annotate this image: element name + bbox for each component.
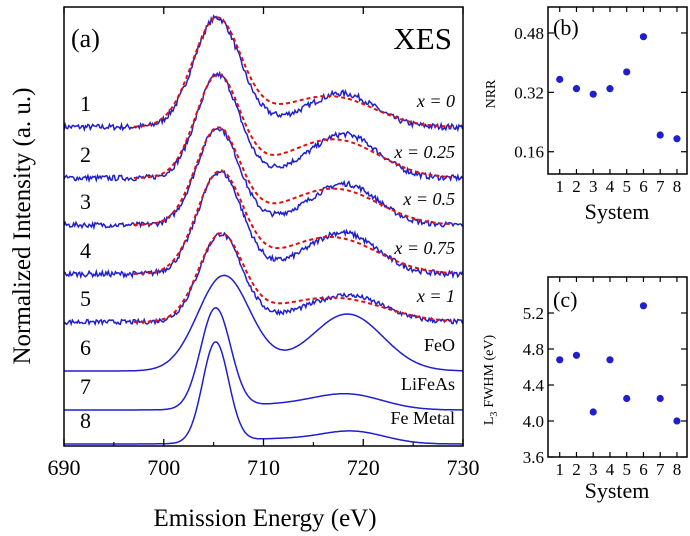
fit-line <box>133 169 452 275</box>
data-point <box>623 68 631 76</box>
ylabel-c-main: L <box>482 417 497 426</box>
x-tick-label: 5 <box>622 177 631 196</box>
data-point <box>606 85 614 93</box>
data-point <box>673 135 681 143</box>
data-point <box>556 356 564 364</box>
y-tick-label: 0.48 <box>514 24 544 43</box>
data-point <box>623 394 631 403</box>
curve-number: 2 <box>80 142 91 167</box>
x-tick-label: 6 <box>639 460 648 479</box>
panel-label-b: (b) <box>553 15 579 40</box>
panel-label-c: (c) <box>553 287 577 312</box>
curve-number: 1 <box>80 91 91 116</box>
curve-label: FeO <box>424 335 455 355</box>
x-tick-label: 7 <box>656 460 665 479</box>
x-tick-label-a: 710 <box>247 455 280 480</box>
data-point <box>656 394 664 403</box>
fit-line <box>133 73 452 179</box>
x-tick-label-a: 700 <box>147 455 180 480</box>
x-tick-label-a: 690 <box>48 455 81 480</box>
ylabel-c-rest: FWHM (eV) <box>482 335 497 408</box>
plot-frame-c <box>547 276 688 458</box>
data-point <box>572 85 581 93</box>
x-tick-label: 3 <box>589 177 598 196</box>
y-tick-label: 0.32 <box>514 83 544 102</box>
curve-label: x = 0 <box>416 91 455 111</box>
curve-label: x = 1 <box>416 286 455 306</box>
y-tick-label: 4.4 <box>523 376 545 395</box>
ylabel-c-sub: 3 <box>489 412 500 417</box>
x-tick-label-a: 730 <box>447 455 480 480</box>
x-tick-label: 1 <box>555 460 564 479</box>
curve-labels: 1 x = 0 2 x = 0.25 3 x = 0.5 4 x = 0.75 5 x = 1 6 F… <box>80 91 455 433</box>
fit-line <box>133 16 452 128</box>
y-tick-label: 0.16 <box>514 143 544 162</box>
xes-title: XES <box>393 21 452 56</box>
curve-number: 4 <box>80 238 91 263</box>
x-tick-label: 3 <box>589 460 598 479</box>
curve-label: x = 0.5 <box>402 189 455 209</box>
y-ticks-b: 0.16 0.32 0.48 <box>514 24 687 162</box>
data-point <box>572 351 581 359</box>
x-ticks-a: 690 700 710 720 730 <box>48 7 480 480</box>
data-point <box>589 90 597 98</box>
x-tick-label-a: 720 <box>347 455 380 480</box>
curve-label: LiFeAs <box>401 374 455 394</box>
plot-frame-b <box>547 6 688 175</box>
spectrum-line <box>63 70 464 184</box>
y-tick-label: 4.8 <box>523 340 544 359</box>
y-ticks-c: 3.6 4.0 4.4 4.8 5.2 <box>523 304 687 467</box>
data-point <box>606 356 614 364</box>
curve-number: 8 <box>80 408 91 433</box>
spectrum-line <box>64 341 463 445</box>
x-tick-label: 4 <box>606 177 615 196</box>
x-tick-label: 1 <box>555 177 564 196</box>
nrr-points <box>556 33 681 143</box>
x-tick-label: 5 <box>622 460 631 479</box>
curve-number: 5 <box>80 286 91 311</box>
x-tick-label: 4 <box>606 460 615 479</box>
spectrum-line <box>64 307 463 411</box>
y-tick-label: 4.0 <box>523 412 544 431</box>
fwhm-points <box>556 302 681 425</box>
curve-number: 7 <box>80 374 91 399</box>
spectra-group <box>63 14 464 445</box>
y-tick-label: 3.6 <box>523 448 544 467</box>
spectrum-line <box>63 168 464 280</box>
xlabel-a: Emission Energy (eV) <box>153 505 376 532</box>
ylabel-c: L3 FWHM (eV) <box>482 335 500 426</box>
curve-number: 6 <box>80 335 91 360</box>
x-tick-label: 7 <box>656 177 665 196</box>
y-tick-label: 5.2 <box>523 304 544 323</box>
data-point <box>639 302 648 310</box>
spectrum-line <box>63 127 464 231</box>
x-tick-label: 8 <box>673 177 682 196</box>
data-point <box>656 131 664 139</box>
spectrum-line <box>64 274 463 372</box>
data-point <box>589 408 597 416</box>
fit-line <box>133 232 452 323</box>
xlabel-c: System <box>585 478 650 503</box>
x-tick-label: 2 <box>572 177 581 196</box>
curve-label: x = 0.75 <box>393 238 455 258</box>
ylabel-a: Normalized Intensity (a. u.) <box>9 88 36 365</box>
data-point <box>639 33 648 41</box>
curve-label: x = 0.25 <box>393 142 455 162</box>
panel-label-a: (a) <box>71 24 100 53</box>
curve-number: 3 <box>80 189 91 214</box>
x-tick-label: 8 <box>673 460 682 479</box>
x-tick-label: 2 <box>572 460 581 479</box>
xes-panel: Normalized Intensity (a. u.) 1 x = 0 2 x = … <box>9 6 480 532</box>
x-tick-label: 6 <box>639 177 648 196</box>
curve-label: Fe Metal <box>391 408 456 428</box>
data-point <box>673 417 681 425</box>
data-point <box>556 75 564 83</box>
ylabel-b: NRR <box>484 79 499 108</box>
xlabel-b: System <box>585 199 650 224</box>
